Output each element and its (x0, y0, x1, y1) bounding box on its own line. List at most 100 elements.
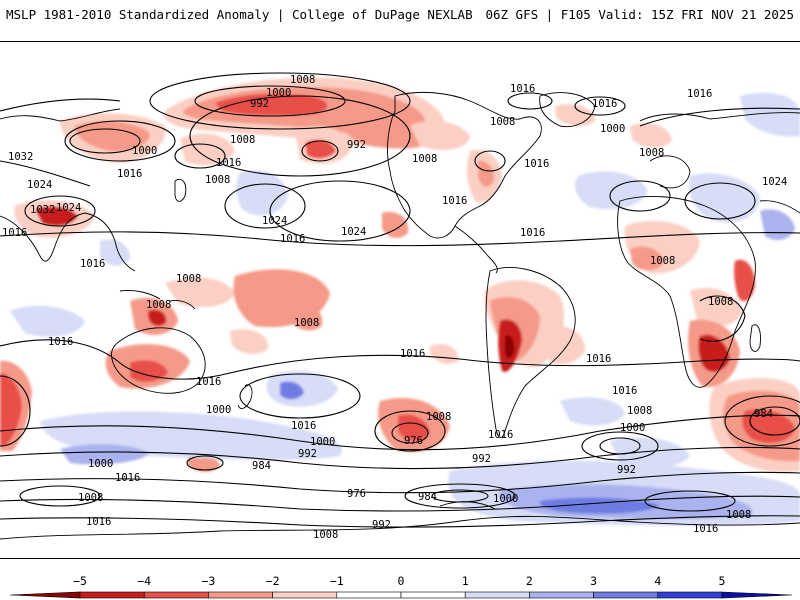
isobar-label: 1016 (117, 168, 142, 180)
colorbar (0, 570, 800, 600)
isobar-label: 1008 (230, 134, 255, 146)
anomaly-blob (280, 381, 304, 400)
isobar-label: 1008 (313, 529, 338, 541)
colorbar-extend-high (721, 591, 793, 599)
anomaly-blob (10, 305, 85, 337)
isobar-label: 984 (418, 491, 437, 503)
isobar-label: 1000 (493, 493, 518, 505)
isobar-label: 984 (754, 408, 773, 420)
anomaly-blob (689, 173, 760, 223)
anomaly-blob (630, 246, 664, 271)
isobar-label: 992 (617, 464, 636, 476)
isobar-label: 1008 (650, 255, 675, 267)
anomaly-blob (539, 497, 660, 514)
colorbar-segment (336, 591, 402, 599)
anomaly-blob (236, 170, 288, 216)
isobar-label: 1008 (708, 296, 733, 308)
anomaly-blob (165, 277, 235, 308)
anomaly-blob (60, 444, 150, 465)
isobar-label: 992 (372, 519, 391, 531)
colorbar-tick-label: −2 (265, 574, 280, 588)
isobar-label: 1016 (80, 258, 105, 270)
isobar-label: 1024 (341, 226, 366, 238)
isobar-label: 1016 (586, 353, 611, 365)
anomaly-blob (215, 93, 328, 116)
anomaly-blob (560, 397, 625, 426)
isobar-label: 1016 (488, 429, 513, 441)
isobar-label: 1008 (294, 317, 319, 329)
anomaly-blob (610, 437, 690, 468)
anomaly-blob (740, 92, 800, 137)
anomaly-map: 1008 1000 992 1016 1016 1008 1000 992 10… (0, 41, 800, 559)
isobar-label: 1016 (592, 98, 617, 110)
anomaly-blob (35, 206, 78, 227)
isobar-label: 992 (298, 448, 317, 460)
isobar-label: 1016 (442, 195, 467, 207)
isobar-label: 1000 (600, 123, 625, 135)
anomaly-blob (75, 121, 150, 152)
coastlines (0, 91, 800, 540)
isobar-label: 1008 (205, 174, 230, 186)
isobar-label: 992 (250, 98, 269, 110)
isobar-label: 1016 (2, 227, 27, 239)
isobar-label: 1008 (78, 492, 103, 504)
colorbar-tick-label: −5 (73, 574, 87, 588)
anomaly-blob (290, 304, 323, 331)
anomaly-blob (100, 239, 130, 266)
colorbar-segment (208, 591, 273, 599)
isobar-label: 1016 (510, 83, 535, 95)
isobar-label: 992 (472, 453, 491, 465)
colorbar-segment (79, 591, 145, 599)
colorbar-segment (529, 591, 594, 599)
isobar-label: 1024 (262, 215, 287, 227)
isobar-label: 1000 (620, 422, 645, 434)
anomaly-blob (382, 211, 409, 238)
isobar-label: 1016 (612, 385, 637, 397)
anomaly-blob (148, 309, 167, 326)
isobar-label: 1016 (400, 348, 425, 360)
isobar-label: 1016 (520, 227, 545, 239)
isobar-label: 1032 (30, 204, 55, 216)
colorbar-tick-label: 1 (461, 574, 469, 588)
model-run-info: 06Z GFS | F105 Valid: 15Z FRI NOV 21 202… (485, 7, 794, 22)
anomaly-blob (760, 209, 795, 241)
isobar-label: 1016 (280, 233, 305, 245)
isobar-label: 1008 (490, 116, 515, 128)
colorbar-tick-label: 5 (718, 574, 726, 588)
negative-anomaly-shading (0, 77, 800, 473)
isobar-label: 1016 (86, 516, 111, 528)
colorbar-tick-label: −4 (137, 574, 152, 588)
anomaly-blob (230, 329, 269, 354)
colorbar-svg (9, 591, 793, 599)
colorbar-tick-label: 3 (590, 574, 598, 588)
isobar-label: 1016 (524, 158, 549, 170)
isobar-label: 1016 (196, 376, 221, 388)
anomaly-blob (130, 360, 168, 382)
map-title: MSLP 1981-2010 Standardized Anomaly | Co… (6, 7, 473, 22)
anomaly-blob (305, 139, 336, 159)
anomaly-blob (478, 160, 495, 187)
isobar-label: 1000 (88, 458, 113, 470)
isobar-label: 1024 (27, 179, 52, 191)
isobar-label: 1008 (290, 74, 315, 86)
isobar-label: 1000 (266, 87, 291, 99)
colorbar-tick-label: −1 (329, 574, 344, 588)
anomaly-blob (398, 414, 430, 442)
isobar-label: 1008 (146, 299, 171, 311)
anomaly-blob (545, 326, 585, 365)
anomaly-blob (505, 335, 515, 359)
isobar-label: 1000 (206, 404, 231, 416)
isobar-label: 1000 (310, 436, 335, 448)
isobars (0, 72, 800, 528)
anomaly-blob (630, 123, 672, 148)
colorbar-tick-label: 2 (525, 574, 533, 588)
colorbar-segment (464, 591, 530, 599)
isobar-label: 1008 (426, 411, 451, 423)
colorbar-tick-label: 0 (397, 574, 405, 588)
isobar-label: 1016 (291, 420, 316, 432)
positive-anomaly-shading (10, 92, 800, 526)
isobar-label: 1016 (693, 523, 718, 535)
anomaly-blob (410, 120, 470, 150)
isobar-label: 1008 (627, 405, 652, 417)
colorbar-segment (657, 591, 723, 599)
